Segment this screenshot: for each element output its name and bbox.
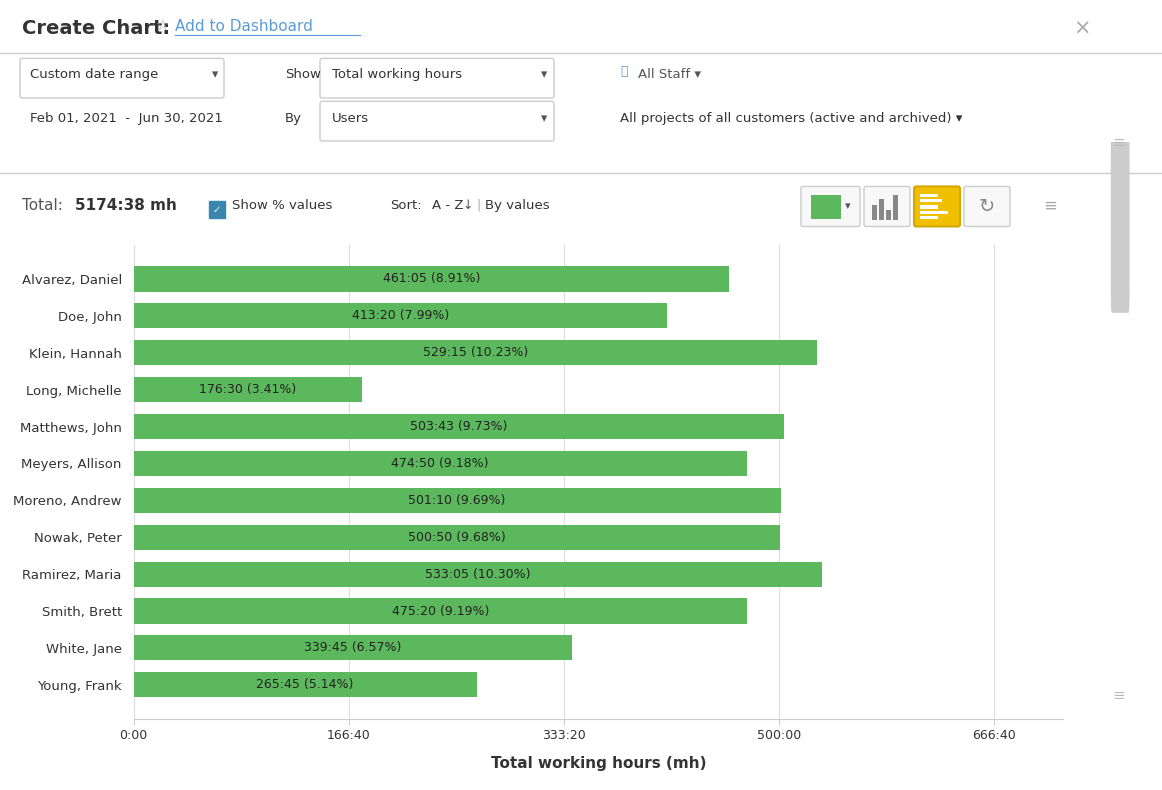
FancyBboxPatch shape xyxy=(865,186,910,227)
Bar xyxy=(894,195,898,220)
Bar xyxy=(134,635,572,660)
FancyBboxPatch shape xyxy=(20,58,224,98)
Text: Users: Users xyxy=(332,112,370,126)
Text: 474:50 (9.18%): 474:50 (9.18%) xyxy=(392,457,489,470)
FancyBboxPatch shape xyxy=(1111,131,1129,313)
Bar xyxy=(134,414,784,439)
Text: By values: By values xyxy=(485,199,550,212)
FancyBboxPatch shape xyxy=(914,186,960,227)
Bar xyxy=(134,562,822,587)
Text: ▾: ▾ xyxy=(845,201,851,212)
Bar xyxy=(134,266,729,292)
Bar xyxy=(920,216,938,219)
Bar xyxy=(134,599,747,623)
Bar xyxy=(878,199,884,220)
Text: Show % values: Show % values xyxy=(232,199,332,212)
Text: ×: × xyxy=(1074,19,1091,39)
Text: Sort:: Sort: xyxy=(390,199,422,212)
Text: ↓: ↓ xyxy=(462,199,473,212)
Text: 5174:38 mh: 5174:38 mh xyxy=(76,198,177,213)
Text: ✓: ✓ xyxy=(213,205,221,215)
Bar xyxy=(134,377,361,402)
Bar xyxy=(872,205,877,220)
Bar xyxy=(134,451,747,476)
Text: ⓘ: ⓘ xyxy=(621,65,627,78)
Bar xyxy=(920,194,938,197)
Text: 339:45 (6.57%): 339:45 (6.57%) xyxy=(304,641,402,654)
Text: 176:30 (3.41%): 176:30 (3.41%) xyxy=(199,383,296,396)
Text: Feb 01, 2021  -  Jun 30, 2021: Feb 01, 2021 - Jun 30, 2021 xyxy=(30,112,223,126)
Bar xyxy=(134,487,781,513)
Text: 265:45 (5.14%): 265:45 (5.14%) xyxy=(257,679,354,691)
Bar xyxy=(134,303,667,329)
FancyBboxPatch shape xyxy=(209,201,225,218)
Bar xyxy=(134,525,780,550)
Bar xyxy=(134,340,817,365)
Text: Custom date range: Custom date range xyxy=(30,69,158,81)
Text: 529:15 (10.23%): 529:15 (10.23%) xyxy=(423,346,528,359)
Text: ▾: ▾ xyxy=(540,69,547,81)
Text: ▾: ▾ xyxy=(211,69,218,81)
Text: Create Chart:: Create Chart: xyxy=(22,19,170,38)
Text: Total:: Total: xyxy=(22,198,63,213)
X-axis label: Total working hours (mh): Total working hours (mh) xyxy=(490,756,706,771)
Text: ≡: ≡ xyxy=(1113,688,1125,702)
Bar xyxy=(920,199,942,202)
FancyBboxPatch shape xyxy=(320,58,554,98)
Text: Show: Show xyxy=(285,69,321,81)
Text: 503:43 (9.73%): 503:43 (9.73%) xyxy=(410,420,508,433)
Text: A - Z: A - Z xyxy=(432,199,464,212)
Text: 475:20 (9.19%): 475:20 (9.19%) xyxy=(392,604,489,618)
Bar xyxy=(885,209,891,220)
Bar xyxy=(920,211,948,214)
Text: All Staff ▾: All Staff ▾ xyxy=(638,69,701,81)
Text: ▾: ▾ xyxy=(540,112,547,126)
Bar xyxy=(811,195,841,219)
FancyBboxPatch shape xyxy=(801,186,860,227)
Bar xyxy=(920,205,938,209)
Text: 533:05 (10.30%): 533:05 (10.30%) xyxy=(425,568,531,581)
Text: By: By xyxy=(285,112,302,126)
Text: 500:50 (9.68%): 500:50 (9.68%) xyxy=(408,531,505,544)
Text: ↻: ↻ xyxy=(978,197,995,216)
FancyBboxPatch shape xyxy=(320,101,554,141)
Text: 461:05 (8.91%): 461:05 (8.91%) xyxy=(382,273,480,285)
Text: |: | xyxy=(476,199,480,212)
Text: Total working hours: Total working hours xyxy=(332,69,462,81)
Bar xyxy=(134,672,476,698)
Text: Add to Dashboard: Add to Dashboard xyxy=(175,19,313,34)
Text: 501:10 (9.69%): 501:10 (9.69%) xyxy=(409,494,505,507)
Text: ≡: ≡ xyxy=(1043,197,1057,214)
Text: All projects of all customers (active and archived) ▾: All projects of all customers (active an… xyxy=(621,112,962,126)
Text: 413:20 (7.99%): 413:20 (7.99%) xyxy=(352,310,449,322)
Text: ≡: ≡ xyxy=(1113,135,1125,149)
FancyBboxPatch shape xyxy=(964,186,1010,227)
Text: ☆: ☆ xyxy=(155,19,168,34)
